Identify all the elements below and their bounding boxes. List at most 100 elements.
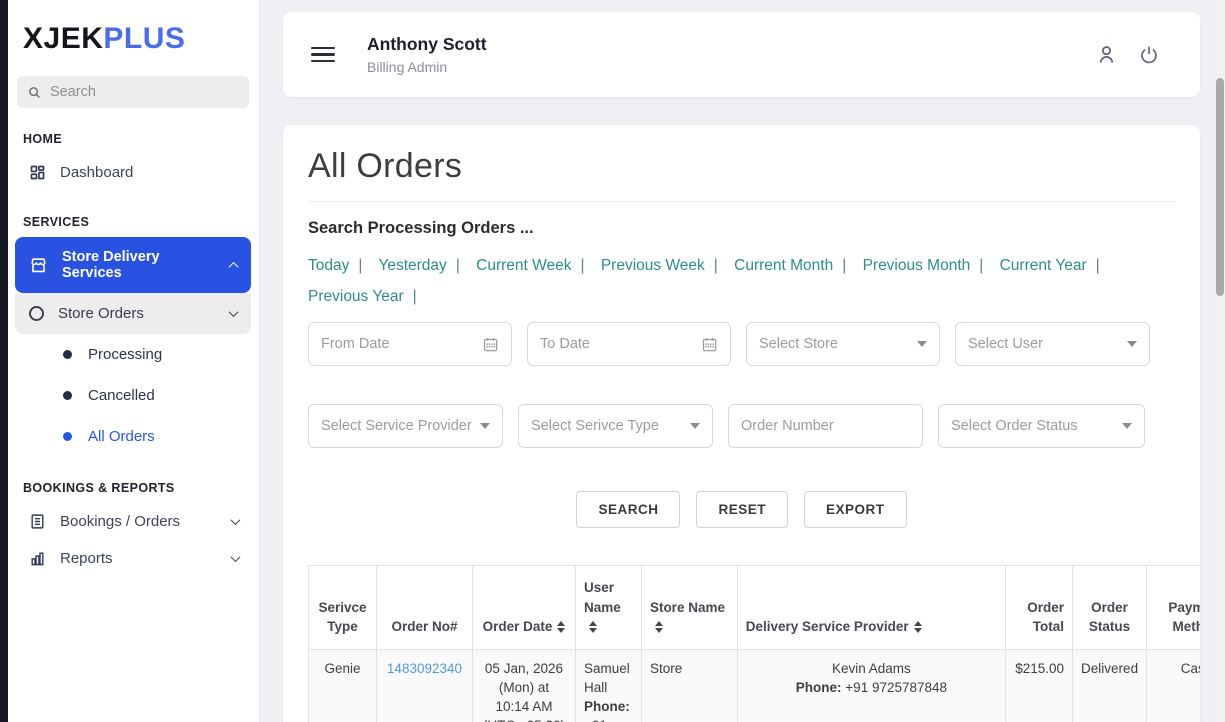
quick-filter-yesterday[interactable]: Yesterday — [378, 257, 447, 274]
sidebar-item-store-orders[interactable]: Store Orders — [15, 293, 251, 334]
sidebar-item-all-orders[interactable]: All Orders — [15, 416, 251, 457]
order-number-field[interactable] — [728, 404, 923, 448]
caret-down-icon — [1122, 423, 1132, 429]
order-number-input[interactable] — [741, 418, 910, 434]
export-button[interactable]: EXPORT — [804, 491, 907, 528]
sidebar-item-label: Reports — [60, 550, 113, 567]
scrollbar-thumb[interactable] — [1216, 78, 1224, 296]
dropdown-value: Select User — [968, 336, 1043, 352]
top-header: Anthony Scott Billing Admin — [283, 12, 1200, 97]
section-label-bookings-reports: BOOKINGS & REPORTS — [23, 481, 175, 495]
dropdown-value: Select Service Provider — [321, 418, 472, 434]
sidebar-item-label: Cancelled — [88, 387, 155, 404]
quick-filter-today[interactable]: Today — [308, 257, 350, 274]
power-logout-icon[interactable] — [1138, 44, 1160, 66]
sidebar-item-label: Store Orders — [58, 305, 144, 322]
quick-filter-current-year[interactable]: Current Year — [999, 257, 1087, 274]
sidebar-item-bookings-orders[interactable]: Bookings / Orders — [15, 503, 251, 540]
search-icon — [29, 86, 40, 98]
circle-icon — [29, 306, 44, 321]
orders-table-wrapper: Serivce Type Order No# Order Date User N… — [308, 565, 1200, 722]
from-date-input[interactable] — [321, 336, 482, 352]
quick-filter-previous-year[interactable]: Previous Year — [308, 288, 404, 305]
brand-part-blue: PLUS — [103, 22, 186, 55]
brand-logo: XJEKPLUS — [23, 22, 251, 56]
divider — [308, 201, 1176, 202]
bar-chart-icon — [31, 552, 44, 566]
to-date-input[interactable] — [540, 336, 701, 352]
dropdown-value: Select Order Status — [951, 418, 1078, 434]
sidebar-item-label: Store Delivery Services — [62, 249, 160, 281]
quick-date-filters: Today | Yesterday | Current Week | Previous… — [308, 250, 1176, 312]
dropdown-value: Select Serivce Type — [531, 418, 659, 434]
order-number-link[interactable]: 1483092340 — [386, 660, 463, 676]
cell-user-name: Samuel Hall Phone: +91 — [574, 648, 642, 722]
sidebar-search[interactable] — [17, 76, 249, 108]
separator: | — [412, 288, 417, 305]
cell-payment-method: Cash — [1146, 648, 1200, 722]
section-label-home: HOME — [23, 132, 63, 146]
profile-icon[interactable] — [1095, 43, 1118, 66]
separator: | — [580, 257, 585, 274]
bullet-icon — [63, 350, 72, 359]
search-button[interactable]: SEARCH — [576, 491, 681, 528]
select-order-status-dropdown[interactable]: Select Order Status — [938, 404, 1145, 448]
col-order-total: Order Total — [1005, 565, 1074, 650]
col-payment-method: Payment Method — [1146, 565, 1200, 650]
bullet-icon — [63, 432, 72, 441]
document-icon — [31, 514, 44, 529]
page-title: All Orders — [308, 147, 463, 185]
sidebar-item-store-delivery-services[interactable]: Store Delivery Services — [15, 237, 251, 293]
col-order-no: Order No# — [375, 565, 473, 650]
select-store-dropdown[interactable]: Select Store — [746, 322, 940, 366]
quick-filter-previous-month[interactable]: Previous Month — [862, 257, 971, 274]
col-order-status: Order Status — [1072, 565, 1148, 650]
col-delivery-service-provider[interactable]: Delivery Service Provider — [736, 565, 1007, 650]
chevron-up-icon — [228, 261, 239, 272]
select-user-dropdown[interactable]: Select User — [955, 322, 1150, 366]
quick-filter-current-month[interactable]: Current Month — [734, 257, 834, 274]
search-section-subtitle: Search Processing Orders ... — [308, 219, 534, 237]
cell-order-status: Delivered — [1072, 648, 1148, 722]
hamburger-menu-icon[interactable] — [311, 43, 335, 67]
dropdown-value: Select Store — [759, 336, 838, 352]
quick-filter-previous-week[interactable]: Previous Week — [600, 257, 705, 274]
cell-order-no: 1483092340 — [375, 648, 473, 722]
col-service-type: Serivce Type — [308, 565, 377, 650]
select-service-type-dropdown[interactable]: Select Serivce Type — [518, 404, 713, 448]
sidebar-item-processing[interactable]: Processing — [15, 334, 251, 375]
caret-down-icon — [480, 423, 490, 429]
user-name: Anthony Scott — [367, 34, 487, 54]
page-scrollbar[interactable] — [1215, 0, 1225, 722]
cell-service-type: Genie — [308, 648, 377, 722]
col-user-name[interactable]: User Name — [574, 565, 642, 650]
chevron-down-icon — [230, 515, 241, 526]
sort-icon — [654, 621, 663, 634]
cell-order-date: 05 Jan, 2026 (Mon) at 10:14 AM (UTC:+05:… — [471, 648, 576, 722]
to-date-field[interactable] — [527, 322, 731, 366]
sidebar-item-cancelled[interactable]: Cancelled — [15, 375, 251, 416]
sort-icon — [588, 621, 597, 634]
caret-down-icon — [1127, 341, 1137, 347]
sidebar-item-label: All Orders — [88, 428, 155, 445]
sidebar-item-label: Bookings / Orders — [60, 513, 181, 530]
col-store-name[interactable]: Store Name — [640, 565, 738, 650]
sidebar-item-dashboard[interactable]: Dashboard — [15, 154, 251, 191]
col-order-date[interactable]: Order Date — [471, 565, 576, 650]
reset-button[interactable]: RESET — [696, 491, 788, 528]
sidebar-item-reports[interactable]: Reports — [15, 540, 251, 577]
separator: | — [1095, 257, 1100, 274]
chevron-down-icon — [228, 307, 239, 318]
search-input[interactable] — [50, 84, 239, 100]
calendar-icon — [483, 337, 498, 351]
separator: | — [455, 257, 460, 274]
select-service-provider-dropdown[interactable]: Select Service Provider — [308, 404, 503, 448]
orders-table: Serivce Type Order No# Order Date User N… — [308, 565, 1200, 722]
quick-filter-current-week[interactable]: Current Week — [476, 257, 572, 274]
left-accent-rail — [0, 0, 8, 722]
from-date-field[interactable] — [308, 322, 512, 366]
sort-icon — [913, 621, 922, 634]
chevron-down-icon — [230, 552, 241, 563]
sort-icon — [557, 621, 566, 634]
user-info: Anthony Scott Billing Admin — [367, 34, 487, 75]
